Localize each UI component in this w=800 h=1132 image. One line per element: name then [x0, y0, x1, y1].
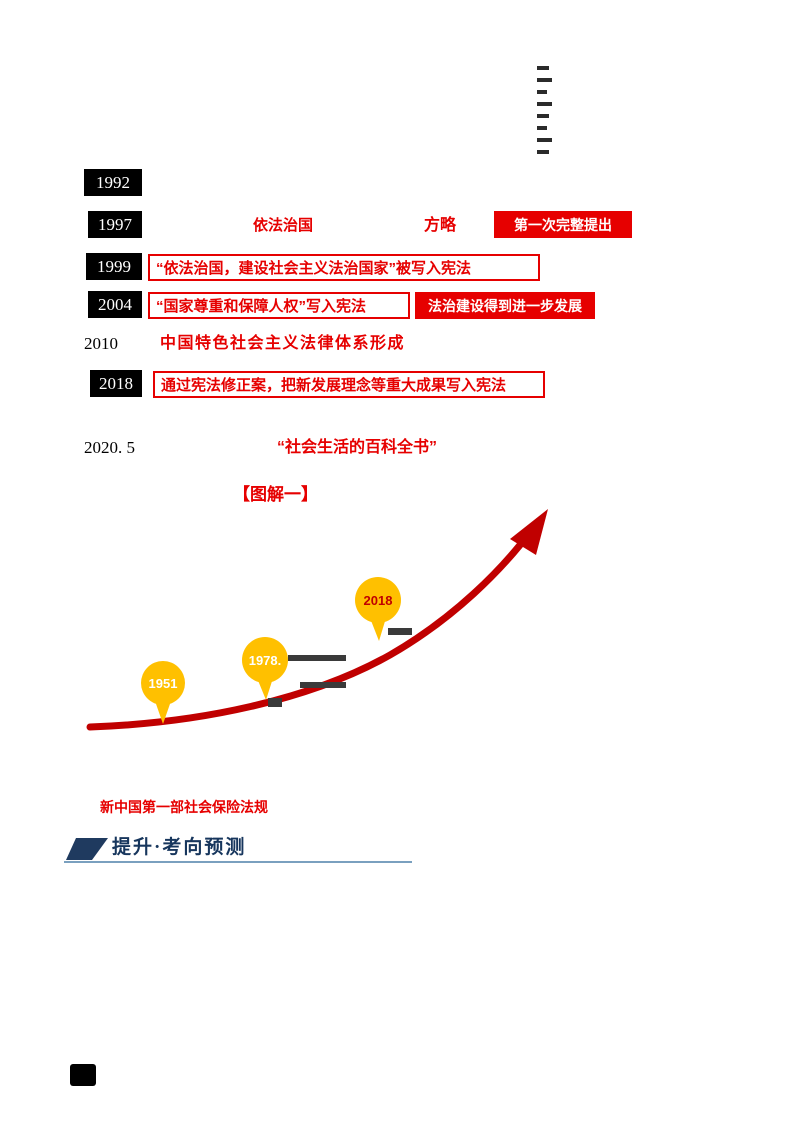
- text-fragment: [388, 628, 412, 635]
- banner-flag-icon: [66, 838, 108, 860]
- dash-mark: [537, 114, 549, 118]
- annotation-box-1999: “依法治国，建设社会主义法治国家”被写入宪法: [148, 254, 540, 281]
- annotation-text-2010: 中国特色社会主义法律体系形成: [160, 335, 406, 352]
- balloon-marker-1978: 1978.: [242, 637, 288, 700]
- dash-mark: [537, 126, 547, 130]
- year-label-2004: 2004: [88, 291, 142, 318]
- arrowhead-icon: [510, 509, 548, 555]
- year-label-2020-5: 2020. 5: [84, 438, 135, 457]
- badge-first-complete-proposal: 第一次完整提出: [494, 211, 632, 238]
- highlight-text-yifazhiguo: 依法治国: [253, 217, 314, 234]
- chart-caption: 新中国第一部社会保险法规: [100, 799, 268, 815]
- annotation-text-civil-code: “社会生活的百科全书”: [277, 439, 438, 456]
- badge-rule-of-law-progress: 法治建设得到进一步发展: [415, 292, 595, 319]
- dash-mark: [537, 78, 552, 82]
- page-number-marker: [70, 1064, 96, 1086]
- balloon-circle: [355, 577, 401, 623]
- dash-mark: [537, 150, 549, 154]
- balloon-label-2018: 2018: [364, 593, 393, 608]
- balloon-marker-1951: 1951: [141, 661, 185, 724]
- legend-dash-column: [537, 66, 552, 154]
- annotation-box-2018: 通过宪法修正案，把新发展理念等重大成果写入宪法: [153, 371, 545, 398]
- balloon-tail: [257, 678, 273, 700]
- year-label-2018: 2018: [90, 370, 142, 397]
- section-title: 提升·考向预测: [112, 837, 247, 858]
- annotation-box-2004: “国家尊重和保障人权”写入宪法: [148, 292, 410, 319]
- dash-mark: [537, 66, 549, 70]
- year-label-2010: 2010: [84, 334, 118, 353]
- balloon-tail: [370, 618, 386, 641]
- highlight-text-fanglue: 方略: [424, 217, 457, 234]
- balloon-tail: [155, 701, 171, 724]
- year-label-1992: 1992: [84, 169, 142, 196]
- dash-mark: [537, 90, 547, 94]
- text-fragment: [288, 655, 346, 661]
- dash-mark: [537, 138, 552, 142]
- balloon-circle: [141, 661, 185, 705]
- trend-curve: [86, 541, 524, 731]
- banner-underline: [64, 861, 412, 863]
- balloon-marker-2018: 2018: [355, 577, 401, 641]
- dash-mark: [537, 102, 552, 106]
- year-label-1997: 1997: [88, 211, 142, 238]
- balloon-label-1978: 1978.: [249, 653, 282, 668]
- text-fragment: [300, 682, 346, 688]
- text-fragment: [268, 698, 282, 707]
- balloon-circle: [242, 637, 288, 683]
- diagram-label: 【图解一】: [233, 485, 318, 504]
- balloon-label-1951: 1951: [149, 676, 178, 691]
- year-label-1999: 1999: [86, 253, 142, 280]
- rising-arrow-chart: 1951 1978. 2018: [86, 509, 548, 731]
